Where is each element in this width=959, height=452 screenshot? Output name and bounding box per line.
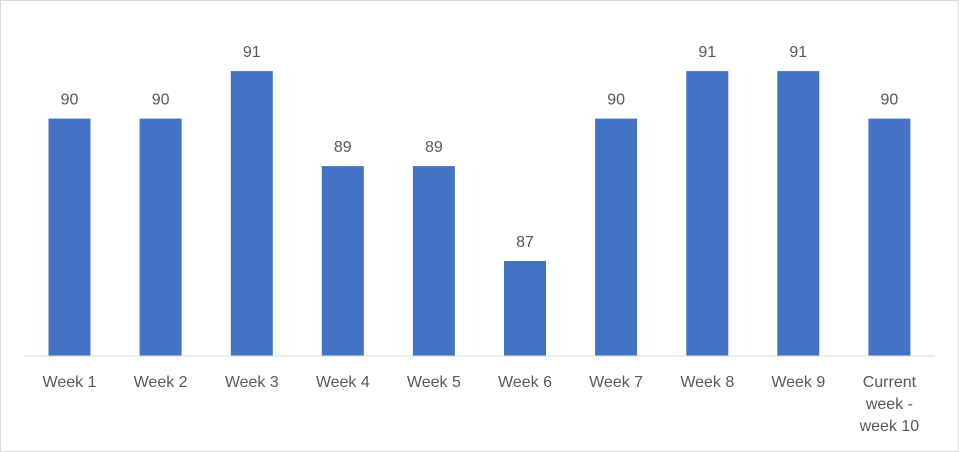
x-tick-label: Week 3	[225, 374, 279, 391]
x-tick-label: Week 7	[589, 374, 643, 391]
data-label: 87	[516, 234, 534, 251]
data-label: 90	[607, 92, 625, 109]
x-tick-label: Week 5	[407, 374, 461, 391]
value-labels-group: 90 90 91 89 89 87 90 91 91 90	[61, 44, 899, 251]
bar	[686, 71, 729, 356]
bar	[412, 166, 455, 356]
x-tick-label: Week 6	[498, 374, 552, 391]
x-tick-label: Week 9	[771, 374, 825, 391]
bar	[139, 118, 182, 356]
data-label: 91	[243, 44, 261, 61]
data-label: 91	[789, 44, 807, 61]
data-label: 90	[881, 92, 899, 109]
x-tick-label: Current week -week 10	[859, 374, 920, 435]
bar	[230, 71, 273, 356]
bar	[595, 118, 638, 356]
bar	[504, 261, 546, 356]
bars-group	[48, 71, 911, 356]
data-label: 91	[698, 44, 716, 61]
x-tick-label: Week 2	[134, 374, 188, 391]
bar	[868, 118, 911, 356]
x-tick-label: Week 8	[680, 374, 734, 391]
x-tick-label: Week 1	[43, 374, 97, 391]
data-label: 90	[152, 92, 170, 109]
bar	[777, 71, 820, 356]
bar	[48, 118, 91, 356]
x-tick-label: Week 4	[316, 374, 370, 391]
x-tick-labels-group: Week 1 Week 2 Week 3 Week 4 Week 5 Week 6 Week…	[43, 374, 920, 435]
bar	[321, 166, 364, 356]
data-label: 90	[61, 92, 79, 109]
data-label: 89	[334, 139, 352, 156]
data-label: 89	[425, 139, 443, 156]
